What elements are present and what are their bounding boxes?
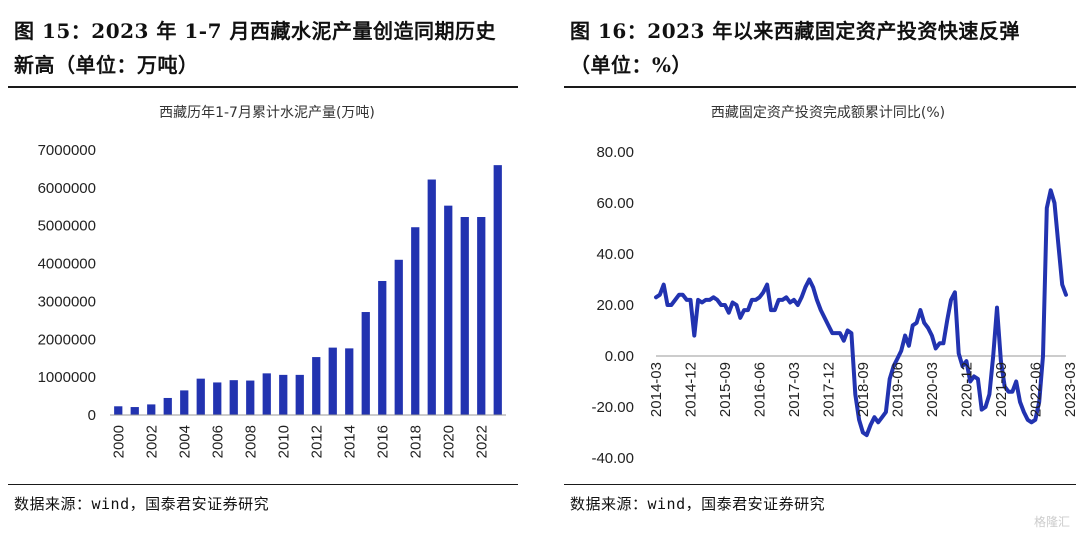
x-tick-label: 2012 (308, 425, 325, 458)
x-tick-label: 2015-09 (717, 362, 734, 417)
bar (493, 165, 502, 415)
right-panel: 图 16：2023 年以来西藏固定资产投资快速反弹 （单位：%） 西藏固定资产投… (556, 0, 1080, 536)
bar (279, 374, 288, 415)
top-rule (564, 86, 1076, 88)
figure-title: 图 16：2023 年以来西藏固定资产投资快速反弹 （单位：%） (570, 14, 1070, 82)
y-tick-label: 7000000 (38, 142, 96, 159)
y-tick-label: -40.00 (591, 450, 634, 467)
y-tick-label: 1000000 (38, 369, 96, 386)
top-rule (8, 86, 518, 88)
bar (196, 378, 205, 415)
x-tick-label: 2019-06 (889, 362, 906, 417)
line-chart: 西藏固定资产投资完成额累计同比(%) -40.00 -20.00 0.00 20.00… (591, 105, 1079, 467)
chart-title: 西藏历年1-7月累计水泥产量(万吨) (159, 105, 375, 121)
y-tick-label: 60.00 (596, 195, 634, 212)
bar (361, 312, 370, 415)
bar (163, 397, 172, 415)
x-tick-label: 2014 (341, 425, 358, 458)
bar (295, 374, 304, 415)
bar (213, 382, 222, 415)
x-axis-ticks: 2014-03 2014-12 2015-09 2016-06 2017-03 2017-… (648, 362, 1079, 417)
bar-series (114, 165, 502, 415)
y-tick-label: 5000000 (38, 218, 96, 235)
x-tick-label: 2008 (242, 425, 259, 458)
y-tick-label: 0 (88, 407, 96, 424)
source-note: 数据来源：wind，国泰君安证券研究 (14, 495, 270, 513)
bar (180, 390, 189, 415)
figure-title-line2: （单位：%） (570, 53, 693, 77)
x-tick-label: 2017-12 (820, 362, 837, 417)
figure-title-line1: 图 16：2023 年以来西藏固定资产投资快速反弹 (570, 19, 1020, 43)
x-tick-label: 2004 (176, 425, 193, 458)
bar (477, 217, 486, 415)
x-tick-label: 2020-12 (958, 362, 975, 417)
x-tick-label: 2006 (209, 425, 226, 458)
x-tick-label: 2014-12 (682, 362, 699, 417)
y-tick-label: -20.00 (591, 399, 634, 416)
bottom-rule (8, 484, 518, 485)
y-tick-label: 3000000 (38, 293, 96, 310)
bar (328, 347, 337, 415)
bar (229, 380, 238, 415)
bar (147, 404, 156, 415)
watermark: 格隆汇 (1033, 515, 1070, 529)
y-tick-label: 20.00 (596, 297, 634, 314)
x-tick-label: 2018 (407, 425, 424, 458)
bar (378, 280, 387, 415)
x-tick-label: 2020 (440, 425, 457, 458)
x-tick-label: 2023-03 (1062, 362, 1079, 417)
bar (262, 373, 271, 415)
figure-title: 图 15：2023 年 1-7 月西藏水泥产量创造同期历史 新高（单位：万吨） (14, 14, 514, 82)
x-tick-label: 2020-03 (924, 362, 941, 417)
y-tick-label: 6000000 (38, 180, 96, 197)
x-tick-label: 2000 (110, 425, 127, 458)
bar (444, 205, 453, 415)
bar (394, 259, 403, 415)
y-tick-label: 4000000 (38, 256, 96, 273)
y-tick-label: 2000000 (38, 331, 96, 348)
bar (246, 380, 255, 415)
x-tick-label: 2022-06 (1027, 362, 1044, 417)
figure-title-line1: 图 15：2023 年 1-7 月西藏水泥产量创造同期历史 (14, 19, 496, 43)
bar (427, 179, 436, 415)
bar (411, 227, 420, 415)
bar (130, 407, 139, 415)
bar (460, 217, 469, 415)
y-axis-ticks: 0 1000000 2000000 3000000 4000000 5000000 6000… (38, 142, 96, 424)
line-series (654, 188, 1068, 438)
chart-title: 西藏固定资产投资完成额累计同比(%) (711, 105, 945, 121)
y-axis-ticks: -40.00 -20.00 0.00 20.00 40.00 60.00 80.00 (591, 144, 634, 467)
x-tick-label: 2022 (473, 425, 490, 458)
x-tick-label: 2016-06 (751, 362, 768, 417)
bottom-rule (564, 484, 1076, 485)
x-tick-label: 2021-09 (993, 362, 1010, 417)
source-note: 数据来源：wind，国泰君安证券研究 (570, 495, 826, 513)
x-tick-label: 2002 (143, 425, 160, 458)
x-axis-ticks: 2000 2002 2004 2006 2008 2010 2012 2014 2016 2018… (110, 425, 490, 458)
y-tick-label: 40.00 (596, 246, 634, 263)
x-tick-label: 2017-03 (786, 362, 803, 417)
figure-title-line2: 新高（单位：万吨） (14, 53, 199, 77)
bar (345, 348, 354, 415)
x-tick-label: 2010 (275, 425, 292, 458)
bar (312, 357, 321, 415)
x-tick-label: 2014-03 (648, 362, 665, 417)
y-tick-label: 0.00 (605, 348, 634, 365)
x-tick-label: 2016 (374, 425, 391, 458)
bar (114, 406, 123, 415)
left-panel: 图 15：2023 年 1-7 月西藏水泥产量创造同期历史 新高（单位：万吨） … (0, 0, 522, 536)
x-tick-label: 2018-09 (855, 362, 872, 417)
y-tick-label: 80.00 (596, 144, 634, 161)
bar-chart: 西藏历年1-7月累计水泥产量(万吨) 0 1000000 2000000 300000… (38, 105, 506, 458)
